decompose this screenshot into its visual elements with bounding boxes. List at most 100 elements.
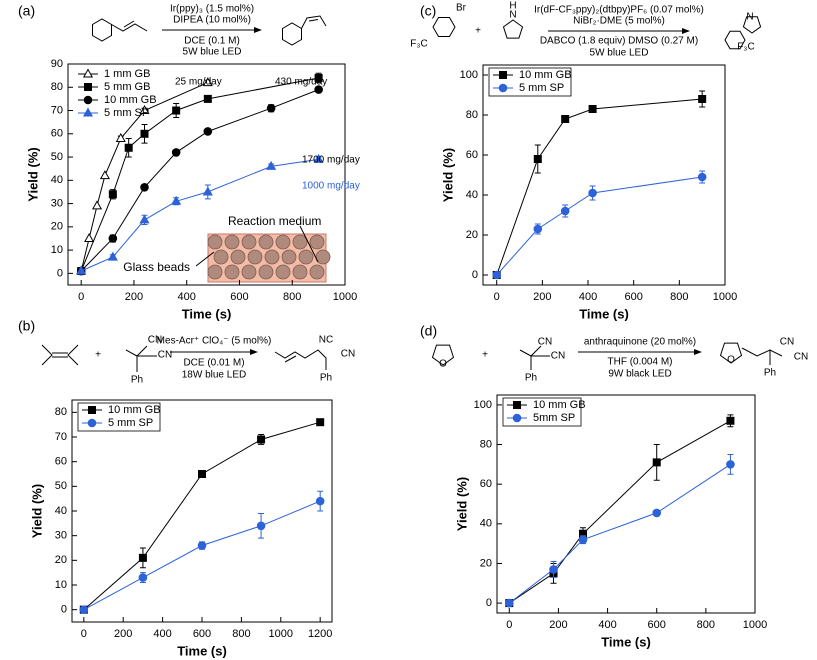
legend-label: 10 mm GB (108, 404, 161, 416)
marker (203, 94, 212, 103)
structure-label: + (475, 26, 481, 37)
glass-bead (207, 234, 223, 250)
series-line (508, 463, 731, 604)
marker (549, 565, 558, 574)
inset-label: Reaction medium (228, 214, 321, 228)
structure-label: H (509, 1, 516, 12)
marker (652, 458, 661, 467)
legend-label: 1 mm GB (104, 68, 150, 80)
y-tick-label: 30 (55, 530, 67, 542)
y-tick-label: 80 (480, 438, 492, 450)
legend-marker (87, 418, 97, 428)
y-tick-label: 90 (51, 58, 63, 70)
marker (257, 435, 266, 444)
x-tick-label: 400 (579, 291, 597, 303)
reagent: DIPEA (10 mol%) (173, 15, 251, 26)
inset-leader (299, 225, 319, 263)
y-tick-label: 10 (51, 244, 63, 256)
marker (139, 105, 150, 115)
alkene (41, 344, 53, 366)
marker (266, 160, 277, 170)
benzene-ring (724, 30, 746, 50)
series-line (509, 420, 731, 604)
glass-bead (207, 264, 223, 280)
structure-label: + (95, 350, 101, 361)
y-tick-label: 60 (466, 149, 478, 161)
x-tick-label: 800 (697, 619, 715, 631)
marker (140, 182, 149, 192)
panel-label: (b) (18, 318, 35, 334)
glass-bead (258, 234, 274, 250)
double-bond (519, 349, 532, 357)
marker (91, 200, 103, 210)
marker (588, 188, 597, 198)
glass-bead (241, 264, 257, 280)
reagent: Mes-Acr⁺ ClO₄⁻ (5 mol%) (157, 336, 272, 347)
condition: 18W blue LED (182, 370, 246, 381)
glass-bead (224, 234, 240, 250)
y-tick-label: 10 (55, 579, 67, 591)
legend-label: 10 mm GB (104, 94, 157, 106)
alkylidene (136, 345, 148, 372)
x-tick-label: 200 (125, 291, 143, 303)
marker (198, 470, 206, 478)
structure-label: CN (158, 350, 172, 361)
structure-label: CN (551, 351, 565, 362)
thf-ring (719, 342, 743, 364)
inset-label: Glass beads (123, 260, 190, 274)
marker (203, 127, 213, 136)
structure-label: CN (341, 349, 355, 360)
marker (84, 232, 95, 242)
marker (107, 251, 118, 261)
condition: 9W black LED (608, 369, 671, 380)
annotation: 1700 mg/day (302, 155, 360, 166)
y-axis-title: Yield (%) (454, 477, 469, 531)
structure-label: Ph (131, 375, 143, 386)
marker (202, 77, 213, 87)
marker (726, 416, 735, 425)
x-tick-label: 1200 (308, 628, 332, 640)
x-tick-label: 800 (283, 291, 301, 303)
marker (314, 85, 323, 94)
double-bond (123, 20, 135, 28)
marker (315, 496, 325, 506)
double-bond (308, 19, 319, 22)
alkylidene (530, 345, 542, 370)
condition: DABCO (1.8 equiv) DMSO (0.27 M) (540, 36, 698, 47)
series-line (496, 98, 703, 276)
marker (140, 129, 149, 138)
glass-bead (247, 249, 263, 265)
x-tick-label: 200 (549, 619, 567, 631)
inset-leader (195, 251, 215, 267)
legend-marker (513, 401, 521, 409)
legend-label: 5 mm SP (108, 417, 153, 429)
condition: THF (0.004 M) (607, 357, 672, 368)
legend-label: 5 mm SP (104, 107, 149, 119)
annotation: 1000 mg/day (302, 181, 360, 192)
marker (316, 418, 325, 427)
y-tick-label: 40 (51, 174, 63, 186)
legend-label: 5 mm SP (519, 82, 564, 94)
alkene-chain (111, 23, 148, 32)
condition: 5W blue LED (183, 47, 242, 58)
x-tick-label: 800 (670, 291, 688, 303)
marker (698, 95, 707, 103)
pyrrolidine-ring (502, 19, 524, 39)
marker (266, 103, 276, 113)
plot-frame (67, 63, 346, 286)
x-tick-label: 600 (230, 291, 248, 303)
benzene-ring (282, 22, 302, 46)
structure-label: CN (148, 335, 162, 346)
plot-frame (71, 399, 333, 623)
x-axis-title: Time (s) (182, 306, 232, 321)
x-tick-label: 800 (232, 628, 250, 640)
x-tick-label: 0 (494, 291, 500, 303)
annotation: 430 mg/day (275, 77, 327, 88)
marker (108, 190, 117, 199)
structure-label: Ph (525, 373, 537, 384)
structure-label: F₃C (737, 42, 754, 53)
x-tick-label: 1000 (333, 291, 357, 303)
marker (172, 106, 181, 115)
y-tick-label: 80 (51, 81, 63, 93)
